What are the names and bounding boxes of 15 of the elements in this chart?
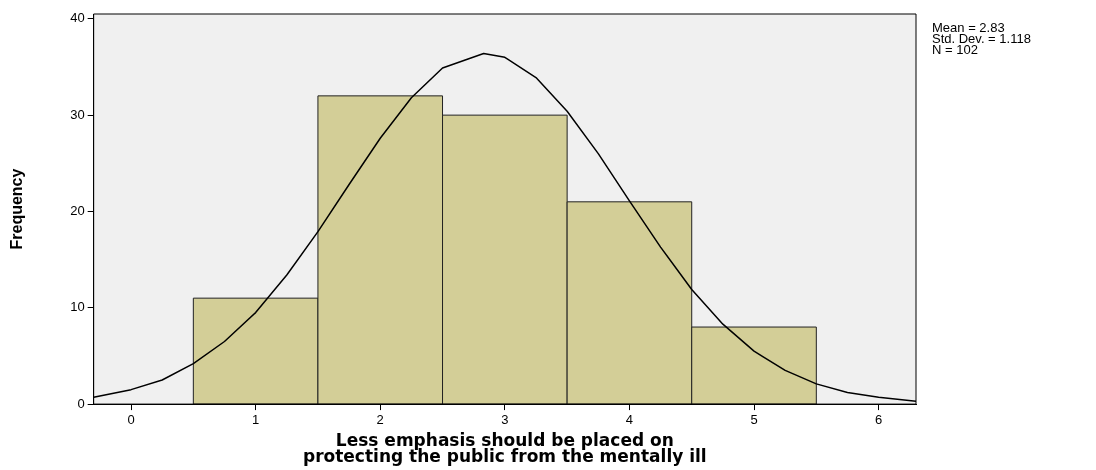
y-tick-label: 10 xyxy=(70,299,85,315)
x-tick-label: 2 xyxy=(376,412,384,428)
y-tick-label: 0 xyxy=(77,395,85,411)
y-tick-label: 20 xyxy=(70,203,85,219)
x-tick-label: 6 xyxy=(875,412,883,428)
y-tick-label: 30 xyxy=(70,106,85,122)
x-tick-label: 0 xyxy=(127,412,135,428)
y-tick-label: 40 xyxy=(70,10,85,26)
x-tick-label: 1 xyxy=(252,412,260,428)
x-tick-label: 3 xyxy=(501,412,509,428)
x-axis-title: Less emphasis should be placed on protecting the public from the mentally ill xyxy=(302,430,707,467)
text: N = 102 xyxy=(932,42,978,58)
y-axis-title: Frequency xyxy=(8,168,26,250)
x-tick-label: 5 xyxy=(750,412,758,428)
x-tick-label: 4 xyxy=(625,412,634,428)
